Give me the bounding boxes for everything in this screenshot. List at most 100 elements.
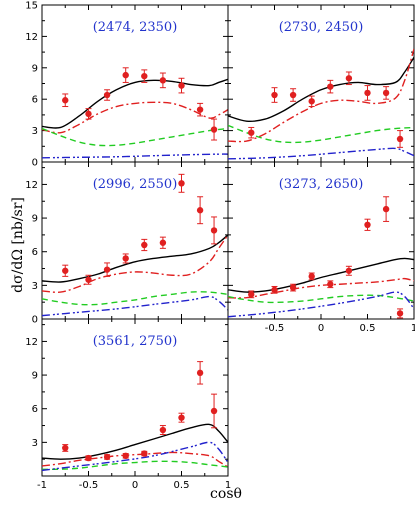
curve-dashdot [228,277,414,299]
curve-dashdotdot [42,441,228,472]
data-point [210,407,218,415]
data-point [327,281,334,288]
curve-dashdotdot [228,147,414,160]
y-tick-label: 3 [32,281,38,292]
curve-dashdot [42,451,228,468]
curves [42,234,228,317]
data-point [141,241,148,249]
data-point [271,286,278,294]
y-tick-label: 12 [25,337,38,348]
data-point [62,267,69,274]
data-point [159,77,167,84]
data-point [396,135,404,143]
data-point [62,97,69,104]
curve-dashed [228,124,414,144]
data-point [289,284,297,291]
curve-solid [42,423,228,460]
y-tick-label: 6 [32,404,38,415]
y-tick-label: 3 [32,126,38,137]
panel-label: (2474, 2350) [93,20,178,35]
data-point [196,106,204,113]
y-tick-label: 9 [32,63,38,74]
data-point [178,82,185,89]
data-point [178,414,185,421]
data-point [308,273,315,280]
curve-dashdot [42,234,228,293]
data-point [122,71,129,79]
x-axis-label: cosθ [210,486,242,502]
panel-label: (3561, 2750) [93,334,178,349]
x-tick-label: 0 [318,323,324,334]
data-point [62,444,69,452]
y-tick-label: 9 [32,371,38,382]
curve-dashdotdot [42,153,228,159]
data-point [289,91,297,99]
y-tick-label: 15 [25,1,38,12]
data-point [345,267,353,274]
y-tick-label: 0 [32,315,38,326]
data-point [382,89,390,97]
curve-solid [42,234,228,283]
data-point [308,98,315,105]
panel-label: (2730, 2450) [279,20,364,35]
data-point [103,91,111,99]
x-tick-label: 0.5 [360,323,376,334]
panel-5: 3 6 9 12 -1 -0.5 0 0.5 1 (3561, 2750) [25,318,231,491]
curves [228,48,414,160]
data-points [62,361,218,462]
data-point [85,454,92,462]
curves [228,257,414,318]
data-point [364,221,371,228]
data-point [196,207,204,214]
y-tick-label: 6 [32,247,38,258]
data-point [382,205,390,213]
data-point [271,91,278,99]
panel-label: (2996, 2550) [93,177,178,192]
data-points [248,196,404,319]
x-tick-label: -0.5 [79,480,99,491]
y-tick-label: 0 [32,158,38,169]
data-point [103,453,111,461]
x-tick-label: 1 [411,323,415,334]
panel-2: (2730, 2450) [227,4,415,163]
panel-4: -0.5 0 0.5 1 (3273, 2650) [227,161,415,334]
data-point [196,369,204,377]
x-tick-label: 0.5 [174,480,190,491]
curve-dashed [42,460,228,471]
curve-solid [228,257,414,293]
data-point [122,255,129,262]
panel-label: (3273, 2650) [279,177,364,192]
curve-dashdotdot [228,291,414,318]
data-point [327,83,334,90]
x-tick-label: 0 [132,480,138,491]
data-point [103,266,111,273]
data-point [141,72,148,80]
data-points [62,173,218,285]
x-tick-label: -0.5 [265,323,285,334]
y-tick-label: 12 [25,180,38,191]
panels-layer: 0 3 6 9 12 15 (2474, 2350) (2730, 2450) 0 3 6 9 12 (2… [25,1,415,492]
y-tick-label: 9 [32,214,38,225]
x-tick-label: -1 [37,480,47,491]
y-tick-label: 3 [32,438,38,449]
data-point [122,452,129,460]
data-point [248,129,255,136]
data-point [345,75,353,82]
x-tick-label: 1 [225,480,231,491]
data-point [159,426,167,434]
panel-3: 0 3 6 9 12 (2996, 2550) [25,161,229,326]
data-point [210,126,218,133]
panel-1: 0 3 6 9 12 15 (2474, 2350) [25,1,229,169]
data-points [248,71,404,148]
data-point [210,227,218,234]
curve-dashdotdot [42,295,228,317]
data-point [141,450,148,457]
y-axis-label: dσ/dΩ [nb/sr] [10,197,26,293]
curve-dashdot [42,101,228,134]
data-point [364,89,371,97]
curve-dashed [42,291,228,306]
data-point [178,180,185,187]
data-point [85,110,92,118]
data-point [159,239,167,246]
